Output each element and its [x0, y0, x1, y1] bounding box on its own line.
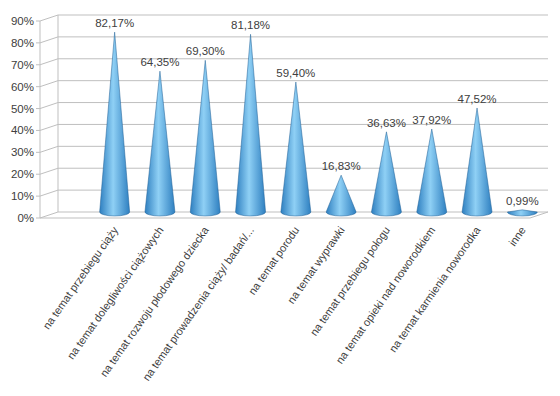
cone: [417, 129, 447, 216]
cone: [281, 82, 311, 216]
cone: [100, 32, 130, 216]
cone: [326, 175, 356, 216]
tick-mark: [36, 86, 40, 87]
axis: 0% 10% 20% 30% 40% 50% 60% 70% 80% 90%: [11, 15, 548, 224]
tick-mark: [36, 196, 40, 197]
x-tick-label: na temat karmienia noworodka: [387, 224, 484, 355]
floor-line: [40, 218, 530, 219]
chart: 0% 10% 20% 30% 40% 50% 60% 70% 80% 90% 82,17% na te…: [0, 0, 560, 396]
y-tick-label: 20%: [11, 168, 34, 180]
cone: [371, 132, 401, 216]
tick-mark: [36, 108, 40, 109]
x-tick-label: na temat prowadzenia ciąży/ badań/...: [140, 224, 256, 383]
y-tick-label: 50%: [11, 103, 34, 115]
y-tick-label: 80%: [11, 37, 34, 49]
data-label: 37,92%: [412, 114, 451, 126]
y-tick-label: 40%: [11, 124, 34, 136]
marks: [100, 32, 538, 216]
y-axis-line: [40, 21, 41, 218]
tick-mark: [36, 64, 40, 65]
back-wall-line: [58, 15, 59, 212]
tick-mark: [36, 218, 40, 219]
y-tick-label: 60%: [11, 81, 34, 93]
tick-mark: [36, 130, 40, 131]
tick-mark: [36, 152, 40, 153]
cone: [190, 60, 220, 216]
cone: [145, 71, 175, 216]
y-tick-label: 30%: [11, 146, 34, 158]
tick-mark: [36, 174, 40, 175]
cone: [462, 108, 492, 216]
data-label: 47,52%: [458, 93, 497, 105]
data-label: 36,63%: [367, 117, 406, 129]
tick-mark: [36, 42, 40, 43]
data-label: 16,83%: [322, 160, 361, 172]
cone: [236, 34, 266, 216]
data-label: 64,35%: [140, 56, 179, 68]
x-tick-label: na temat przebiegu połogu: [308, 224, 393, 338]
grid-line: [40, 37, 548, 43]
y-tick-label: 0%: [17, 212, 34, 224]
y-tick-label: 10%: [11, 190, 34, 202]
data-label: 0,99%: [506, 195, 539, 207]
labels: 82,17% na temat przebiegu ciąży 64,35% na t…: [40, 17, 538, 383]
x-tick-label: na temat dolegliwości ciążowych: [65, 224, 166, 361]
tick-mark: [36, 21, 40, 22]
y-tick-label: 70%: [11, 59, 34, 71]
x-tick-label: inne: [506, 224, 528, 248]
cone: [507, 210, 537, 216]
data-label: 81,18%: [231, 19, 270, 31]
y-tick-label: 90%: [11, 15, 34, 27]
x-tick-label: na temat przebiegu ciąży: [40, 224, 120, 331]
data-label: 69,30%: [186, 45, 225, 57]
x-tick-label: na temat opieki nad noworodkiem: [333, 224, 437, 366]
data-label: 59,40%: [276, 67, 315, 79]
data-label: 82,17%: [95, 17, 134, 29]
